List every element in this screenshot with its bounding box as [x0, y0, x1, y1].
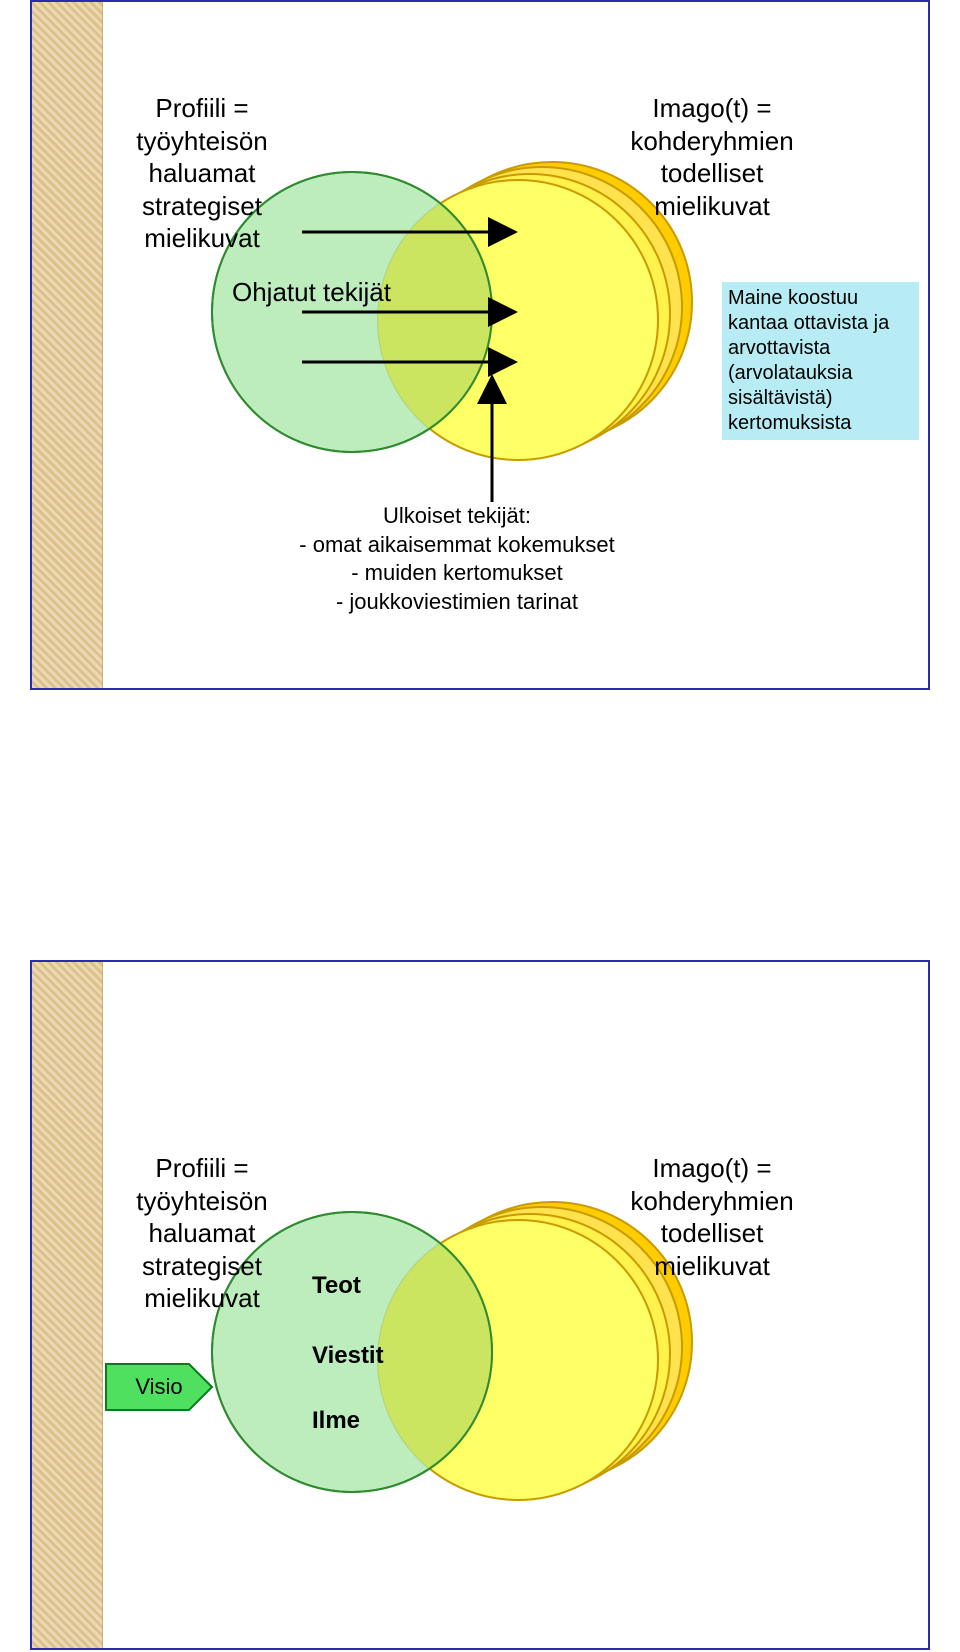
ulkoiset-item: - muiden kertomukset	[287, 559, 627, 588]
ilme-label: Ilme	[312, 1407, 360, 1435]
maine-infobox: Maine koostuu kantaa ottavista ja arvott…	[722, 282, 919, 440]
profiili-label: Profiili = työyhteisön haluamat strategi…	[112, 1152, 292, 1315]
viestit-label: Viestit	[312, 1342, 384, 1370]
page: Profiili = työyhteisön haluamat strategi…	[0, 0, 960, 1650]
teot-label: Teot	[312, 1272, 361, 1300]
imago-label: Imago(t) = kohderyhmien todelliset mieli…	[612, 92, 812, 222]
ulkoiset-item: - omat aikaisemmat kokemukset	[287, 531, 627, 560]
ohjatut-label: Ohjatut tekijät	[232, 277, 391, 308]
visio-arrow: Visio	[104, 1362, 214, 1412]
ulkoiset-item: - joukkoviestimien tarinat	[287, 588, 627, 617]
profiili-label: Profiili = työyhteisön haluamat strategi…	[112, 92, 292, 255]
slide-2: Visio Profiili = työyhteisön haluamat st…	[30, 960, 930, 1650]
imago-label: Imago(t) = kohderyhmien todelliset mieli…	[612, 1152, 812, 1282]
slide-1: Profiili = työyhteisön haluamat strategi…	[30, 0, 930, 690]
ulkoiset-block: Ulkoiset tekijät: - omat aikaisemmat kok…	[287, 502, 627, 616]
ulkoiset-heading: Ulkoiset tekijät:	[287, 502, 627, 531]
visio-label: Visio	[104, 1374, 214, 1400]
